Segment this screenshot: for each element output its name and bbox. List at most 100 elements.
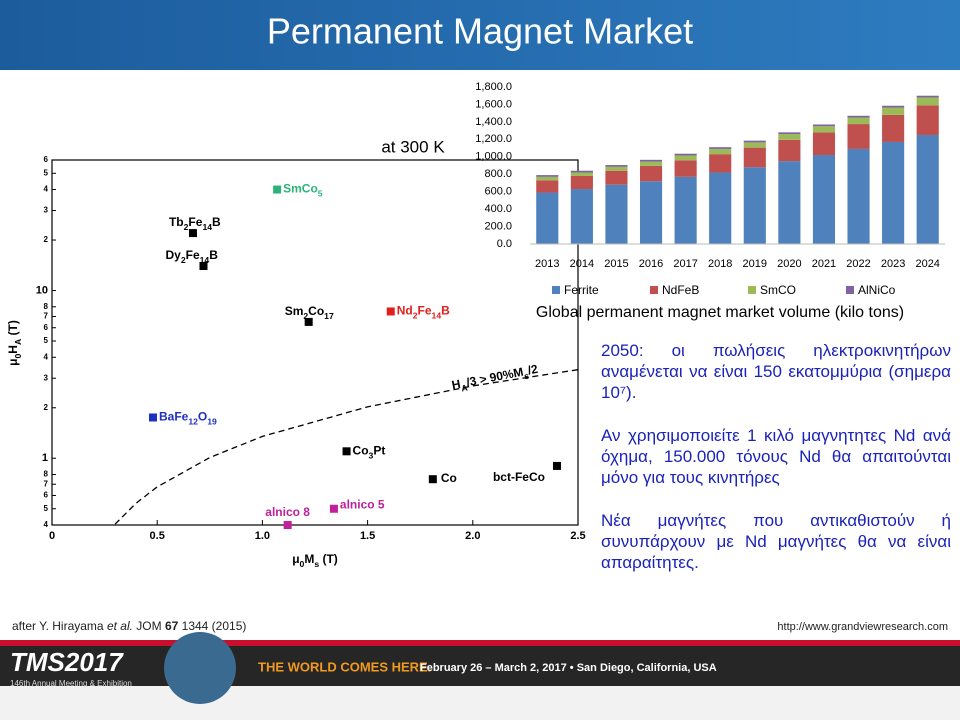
x-tick-label: 2.0 [465,530,480,542]
x-tick-label: 2022 [846,258,870,270]
bar-segment [743,167,766,244]
point-label: BaFe12O19 [159,410,217,427]
point-label: alnico 5 [340,498,385,512]
point-label: bct-FeCo [493,470,545,484]
bar-segment [570,170,593,173]
x-tick-label: 0.5 [150,530,165,542]
point [304,317,313,326]
chart-title: Global permanent magnet market volume (k… [536,304,904,321]
y-tick-label: 1 [42,452,48,464]
point [552,461,561,470]
point-label: SmCo5 [283,182,323,199]
x-tick-label: 2014 [570,258,594,270]
point-label-part: 3 [369,451,374,461]
y-tick-label: 5 [44,168,49,177]
point-label-part: 2 [413,311,418,321]
bar-segment [812,155,836,244]
title-bar [0,0,960,70]
boundary-label-part: A [460,383,468,394]
x-axis-label-part: s [314,559,319,569]
globe [164,632,236,704]
point [199,262,208,271]
citation-part: after Y. Hirayama [12,619,107,633]
y-tick-label: 3 [44,373,49,382]
y-tick-label: 1,200.0 [475,133,512,145]
footer-dates: February 26 – March 2, 2017 • San Diego,… [420,662,717,674]
bar-segment [743,142,766,148]
bar-segment [778,132,801,135]
point-label-part: alnico 5 [340,498,385,512]
bar-segment [605,184,628,244]
bar-segment [847,124,870,149]
point [329,504,338,513]
point-label-part: Fe [188,215,202,229]
x-tick-label: 2015 [604,258,628,270]
point-label-part: 2 [303,311,308,321]
x-tick-label: 2.5 [570,530,585,542]
source: http://www.grandviewresearch.com [777,621,948,633]
bar-segment [709,147,732,149]
footer-stripe [0,640,960,646]
y-tick-label: 400.0 [484,203,512,215]
point-label: Dy2Fe14B [165,248,218,265]
x-tick-label: 1.0 [255,530,270,542]
x-tick-label: 2020 [777,258,801,270]
x-tick-label: 1.5 [360,530,375,542]
point [273,185,282,194]
legend-label: SmCO [760,283,796,297]
point-label: Co3Pt [353,443,386,460]
y-axis-label-part: 0 [13,354,23,359]
x-tick-label: 2018 [708,258,732,270]
point-label-part: alnico 8 [265,505,310,519]
y-tick-label: 600.0 [484,186,512,198]
boundary-label-part: H [451,377,462,392]
boundary-label-part: s [523,371,530,382]
y-tick-label: 6 [44,323,49,332]
legend-swatch [552,286,560,294]
point-label-part: 5 [318,189,323,199]
y-tick-label: 7 [44,479,49,488]
x-axis-label-part: (T) [319,552,338,566]
x-tick-label: 2021 [812,258,836,270]
bar-segment [916,105,939,135]
boundary-label: HA/3 > 90%Ms/2 [451,362,540,396]
boundary-label-part: /2 [527,362,540,378]
bar-segment [536,192,559,244]
y-tick-label: 1,600.0 [475,98,512,110]
x-axis-label-part: μ [292,552,299,566]
bar-segment [882,107,905,115]
x-axis-label: μ0Ms (T) [292,552,338,569]
point-label-part: 14 [432,311,442,321]
bar-segment [882,141,905,244]
note: Αν χρησιμοποιείτε 1 κιλό μαγνητητες Nd α… [601,426,951,487]
bar-segment [709,154,732,173]
bar-segment [778,161,801,244]
point-label-part: 17 [324,311,334,321]
bar-segment [570,189,593,244]
bar-segment [916,95,939,98]
point-label-part: BaFe [159,410,189,424]
bar-segment [778,139,801,162]
y-axis-label-part: H [6,345,20,354]
point [428,475,437,484]
citation-part: JOM [133,619,165,633]
legend-swatch [650,286,658,294]
y-tick-label: 5 [44,504,49,513]
y-axis-label-part: (T) [6,320,20,339]
bar-segment [812,126,836,133]
point-label-part: Tb [169,215,184,229]
legend-swatch [846,286,854,294]
point-label-part: Fe [418,304,432,318]
bar-segment [674,155,697,161]
point-label: Nd2Fe14B [397,304,450,321]
x-tick-label: 2023 [881,258,905,270]
point-label: alnico 8 [265,505,310,519]
y-tick-label: 5 [44,336,49,345]
x-axis-label-part: M [304,552,314,566]
bar-segment [709,148,732,155]
point-label-part: B [212,215,221,229]
footer-base [0,686,960,720]
bar-segment [639,161,663,166]
